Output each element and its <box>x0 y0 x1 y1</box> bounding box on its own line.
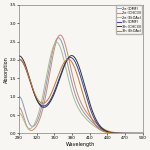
2e (EtOAc) <box>56 42 58 43</box>
3h (DMF) <box>40 104 42 106</box>
3h (DMF) <box>111 132 113 134</box>
Line: 3h (CHCl3): 3h (CHCl3) <box>19 56 143 133</box>
2e (CHCl3) <box>142 132 144 134</box>
3h (DMF) <box>101 128 103 130</box>
2e (DMF) <box>101 128 103 130</box>
3h (EtOAc) <box>18 58 20 60</box>
2e (DMF) <box>18 96 20 98</box>
Line: 2e (EtOAc): 2e (EtOAc) <box>19 42 143 133</box>
3h (CHCl3) <box>101 127 103 129</box>
2e (DMF) <box>40 109 42 111</box>
2e (CHCl3) <box>40 115 42 116</box>
2e (CHCl3) <box>74 85 76 87</box>
2e (DMF) <box>50 58 52 60</box>
2e (DMF) <box>111 132 113 133</box>
2e (EtOAc) <box>142 132 144 134</box>
3h (DMF) <box>70 57 71 58</box>
2e (EtOAc) <box>18 112 20 114</box>
3h (CHCl3) <box>40 105 42 107</box>
2e (EtOAc) <box>40 103 42 105</box>
3h (DMF) <box>18 59 20 60</box>
3h (CHCl3) <box>71 55 73 56</box>
3h (EtOAc) <box>19 58 20 60</box>
3h (EtOAc) <box>50 93 52 95</box>
2e (CHCl3) <box>59 34 61 36</box>
2e (CHCl3) <box>91 118 93 120</box>
3h (EtOAc) <box>142 132 144 134</box>
2e (DMF) <box>74 93 76 95</box>
3h (DMF) <box>142 132 144 134</box>
3h (DMF) <box>74 61 76 63</box>
2e (CHCl3) <box>18 107 20 109</box>
3h (EtOAc) <box>91 118 93 120</box>
Line: 3h (EtOAc): 3h (EtOAc) <box>19 59 143 133</box>
3h (CHCl3) <box>142 132 144 134</box>
3h (EtOAc) <box>40 102 42 104</box>
3h (DMF) <box>91 113 93 115</box>
2e (CHCl3) <box>101 127 103 129</box>
2e (CHCl3) <box>50 66 52 68</box>
3h (CHCl3) <box>91 109 93 111</box>
3h (CHCl3) <box>18 55 20 57</box>
3h (EtOAc) <box>74 68 76 70</box>
Y-axis label: Absorption: Absorption <box>3 56 8 82</box>
2e (DMF) <box>91 121 93 123</box>
Line: 2e (CHCl3): 2e (CHCl3) <box>19 35 143 133</box>
X-axis label: Wavelength: Wavelength <box>66 142 96 147</box>
3h (DMF) <box>50 98 52 100</box>
Legend: 2e (DMF), 2e (CHCl3), 2e (EtOAc), 3h (DMF), 3h (CHCl3), 3h (EtOAc): 2e (DMF), 2e (CHCl3), 2e (EtOAc), 3h (DM… <box>116 6 142 34</box>
2e (EtOAc) <box>74 101 76 102</box>
3h (EtOAc) <box>111 132 113 134</box>
3h (EtOAc) <box>101 130 103 132</box>
2e (EtOAc) <box>111 132 113 134</box>
Line: 3h (DMF): 3h (DMF) <box>19 57 143 133</box>
Line: 2e (DMF): 2e (DMF) <box>19 38 143 133</box>
2e (CHCl3) <box>111 131 113 133</box>
2e (DMF) <box>58 37 59 39</box>
3h (CHCl3) <box>74 57 76 59</box>
2e (EtOAc) <box>101 129 103 131</box>
3h (CHCl3) <box>50 100 52 102</box>
3h (CHCl3) <box>111 132 113 134</box>
2e (EtOAc) <box>50 54 52 56</box>
2e (EtOAc) <box>91 123 93 125</box>
2e (DMF) <box>142 132 144 134</box>
